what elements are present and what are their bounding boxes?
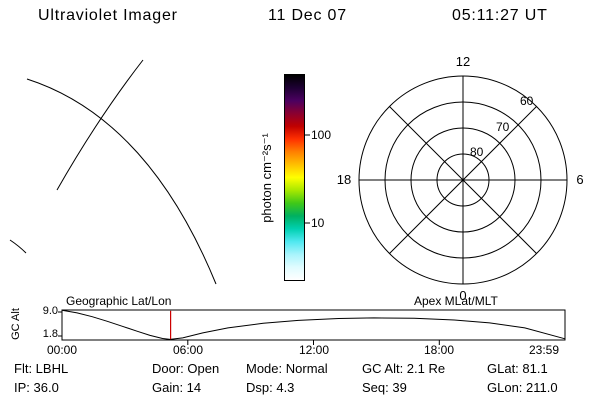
map-arc-1 bbox=[56, 59, 144, 191]
polar-grid bbox=[358, 75, 568, 285]
polar-label-mlt-0: 0 bbox=[459, 288, 467, 303]
polar-label-mlt-18: 18 bbox=[336, 172, 352, 187]
colorbar-gradient bbox=[284, 74, 305, 281]
orbit-panel-title-right: Apex MLat/MLT bbox=[414, 294, 498, 308]
header-date: 11 Dec 07 bbox=[268, 7, 347, 24]
colorbar-units-label: photon cm⁻²s⁻¹ bbox=[259, 133, 274, 223]
status-gain: Gain: 14 bbox=[152, 380, 202, 395]
colorbar-tick-10: 10 bbox=[311, 216, 325, 230]
map-arc-2 bbox=[26, 78, 217, 285]
orbit-xtick-1800: 18:00 bbox=[423, 343, 455, 357]
polar-lat-label-80: 80 bbox=[470, 145, 484, 159]
orbit-xtick-1200: 12:00 bbox=[298, 343, 330, 357]
header-time: 05:11:27 UT bbox=[452, 7, 548, 24]
orbit-xtick-0600: 06:00 bbox=[172, 343, 204, 357]
status-glon: GLon: 211.0 bbox=[487, 380, 558, 395]
colorbar-tick-100: 100 bbox=[311, 128, 332, 142]
map-arc-3 bbox=[9, 239, 27, 254]
orbit-panel-border bbox=[61, 309, 566, 341]
polar-lat-label-60: 60 bbox=[520, 94, 534, 108]
polar-label-mlt-12: 12 bbox=[455, 54, 471, 69]
colorbar-tick-marks bbox=[305, 134, 310, 224]
app-title: Ultraviolet Imager bbox=[38, 7, 178, 24]
polar-spoke-diag-2 bbox=[389, 106, 537, 254]
orbit-panel-frame bbox=[58, 309, 566, 345]
status-door: Door: Open bbox=[152, 361, 220, 376]
geo-map-arcs bbox=[9, 59, 217, 285]
orbit-ytick-min: 1.8 bbox=[42, 328, 58, 340]
orbit-xtick-0000: 00:00 bbox=[46, 343, 78, 357]
status-gcalt: GC Alt: 2.1 Re bbox=[362, 361, 446, 376]
orbit-yaxis-title: GC Alt bbox=[10, 308, 22, 340]
orbit-altitude-curve bbox=[61, 309, 566, 340]
polar-lat-label-70: 70 bbox=[496, 120, 510, 134]
orbit-ytick-max: 9.0 bbox=[42, 305, 58, 317]
polar-label-mlt-6: 6 bbox=[576, 172, 584, 187]
status-flt: Flt: LBHL bbox=[14, 361, 69, 376]
status-mode: Mode: Normal bbox=[246, 361, 328, 376]
status-dsp: Dsp: 4.3 bbox=[246, 380, 295, 395]
status-glat: GLat: 81.1 bbox=[487, 361, 548, 376]
status-seq: Seq: 39 bbox=[362, 380, 407, 395]
orbit-xtick-2359: 23:59 bbox=[528, 343, 560, 357]
status-ip: IP: 36.0 bbox=[14, 380, 59, 395]
orbit-panel-title-left: Geographic Lat/Lon bbox=[66, 294, 172, 308]
